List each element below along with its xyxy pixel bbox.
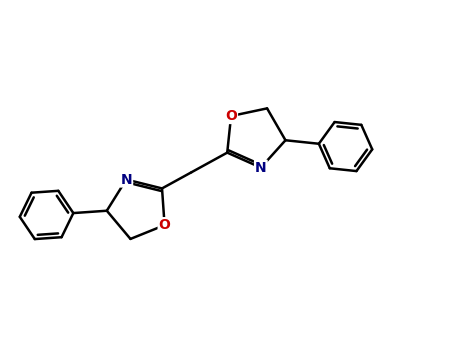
Text: N: N xyxy=(255,161,267,175)
Text: O: O xyxy=(225,109,237,123)
Text: N: N xyxy=(121,173,132,187)
Text: O: O xyxy=(159,218,171,232)
